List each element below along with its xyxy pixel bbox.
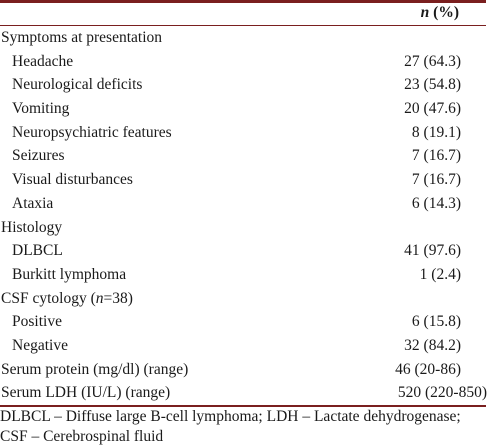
row-value: 46 (20-86) xyxy=(395,360,461,378)
table-header: n (%) xyxy=(0,3,487,24)
table-row: DLBCL 41 (97.6) xyxy=(0,239,487,263)
table-row: Headache 27 (64.3) xyxy=(0,50,487,74)
row-label: Neuropsychiatric features xyxy=(12,123,172,141)
row-value: 23 (54.8) xyxy=(404,76,461,94)
table-row: Seizures 7 (16.7) xyxy=(0,144,487,168)
table-body: Symptoms at presentation Headache 27 (64… xyxy=(0,26,487,405)
row-label: Seizures xyxy=(12,147,65,165)
table-row: Serum LDH (IU/L) (range) 520 (220-850) xyxy=(0,381,487,405)
row-value: 1 (2.4) xyxy=(419,265,461,283)
table-row: Burkitt lymphoma 1 (2.4) xyxy=(0,263,487,287)
table-row: Positive 6 (15.8) xyxy=(0,310,487,334)
row-label-n: n xyxy=(95,289,104,307)
row-label: Visual disturbances xyxy=(12,171,133,189)
column-header-percent: (%) xyxy=(429,4,459,21)
row-value: 7 (16.7) xyxy=(411,171,461,189)
section-histology: Histology xyxy=(0,216,487,240)
row-label: Vomiting xyxy=(12,100,70,118)
section-csf-cytology: CSF cytology (n=38) xyxy=(0,287,487,311)
header-rule xyxy=(0,25,486,26)
table-row: Vomiting 20 (47.6) xyxy=(0,97,487,121)
row-label: Neurological deficits xyxy=(12,76,143,94)
row-value: 6 (15.8) xyxy=(411,313,461,331)
table-row: Ataxia 6 (14.3) xyxy=(0,192,487,216)
section-symptoms: Symptoms at presentation xyxy=(0,26,487,50)
row-value: 27 (64.3) xyxy=(404,52,461,70)
table-footnote: DLBCL – Diffuse large B-cell lymphoma; L… xyxy=(0,408,461,445)
table-row: Visual disturbances 7 (16.7) xyxy=(0,168,487,192)
table-row: Neurological deficits 23 (54.8) xyxy=(0,73,487,97)
row-label: Serum LDH (IU/L) (range) xyxy=(1,384,171,402)
row-label: Burkitt lymphoma xyxy=(12,265,127,283)
row-label: Histology xyxy=(1,218,63,236)
row-value: 8 (19.1) xyxy=(411,123,461,141)
bottom-rule xyxy=(0,405,486,407)
row-label: CSF cytology (n=38) xyxy=(1,287,133,311)
row-label: Positive xyxy=(12,313,62,331)
row-value: 520 (220-850) xyxy=(397,384,487,402)
row-label: Headache xyxy=(12,52,74,70)
column-header-n-percent: n (%) xyxy=(421,4,459,22)
row-value: 6 (14.3) xyxy=(411,194,461,212)
row-value: 41 (97.6) xyxy=(404,242,461,260)
table-row: Negative 32 (84.2) xyxy=(0,334,487,358)
row-label-prefix: CSF cytology ( xyxy=(1,289,96,307)
top-rule xyxy=(0,0,486,3)
row-label-suffix: =38) xyxy=(103,289,133,307)
row-label: DLBCL xyxy=(12,242,63,260)
row-label: Negative xyxy=(12,336,68,354)
row-value: 7 (16.7) xyxy=(411,147,461,165)
table-row: Neuropsychiatric features 8 (19.1) xyxy=(0,121,487,145)
column-header-n: n xyxy=(420,4,430,21)
table-row: Serum protein (mg/dl) (range) 46 (20-86) xyxy=(0,358,487,382)
row-value: 20 (47.6) xyxy=(404,100,461,118)
row-label: Serum protein (mg/dl) (range) xyxy=(1,360,189,378)
row-label: Ataxia xyxy=(12,194,54,212)
row-label: Symptoms at presentation xyxy=(1,29,163,46)
row-value: 32 (84.2) xyxy=(404,336,461,354)
